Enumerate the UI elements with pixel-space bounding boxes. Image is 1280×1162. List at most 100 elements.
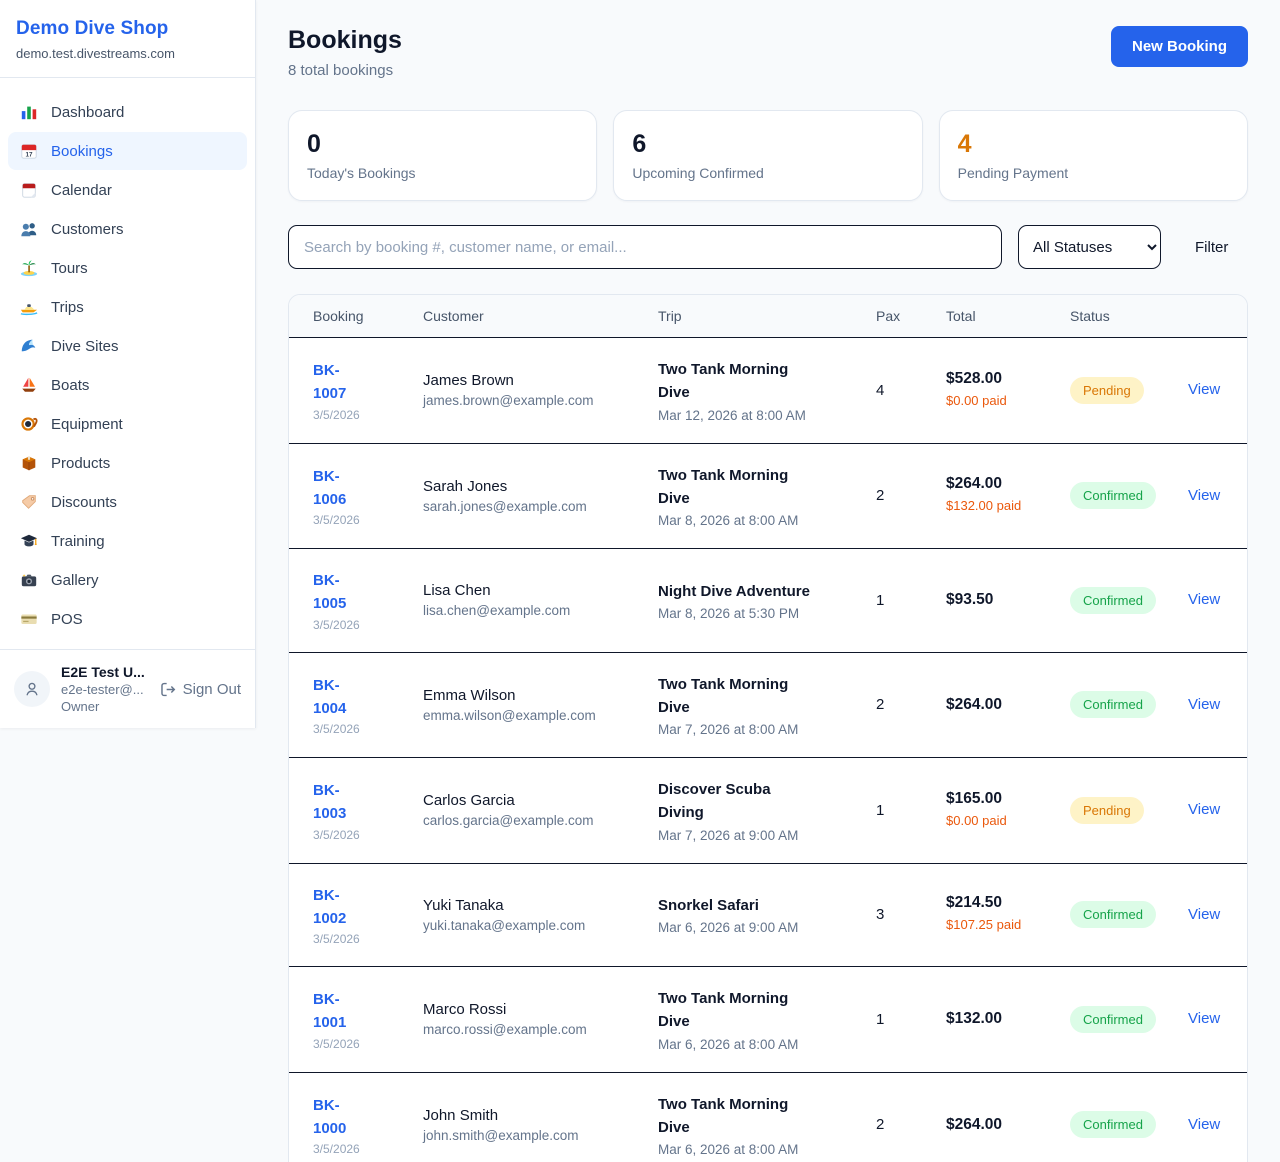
sidebar-item-label: Training xyxy=(51,532,105,550)
stat-card-todays-bookings: 0 Today's Bookings xyxy=(288,110,598,201)
stat-value: 4 xyxy=(957,130,972,158)
sidebar-item-label: Dashboard xyxy=(51,103,125,121)
sidebar-item-label: POS xyxy=(51,610,83,628)
customer-name: Sarah Jones xyxy=(423,477,508,495)
customer-email: emma.wilson@example.com xyxy=(423,707,596,723)
view-link[interactable]: View xyxy=(1188,1115,1221,1133)
status-select[interactable]: All Statuses xyxy=(1018,225,1161,269)
table-row: BK-1004 3/5/2026 Emma Wilson emma.wilson@e… xyxy=(289,653,1247,758)
new-booking-button[interactable]: New Booking xyxy=(1110,26,1248,67)
booking-id-link[interactable]: BK-1005 xyxy=(313,572,347,613)
sidebar-item-bookings[interactable]: 17 Bookings xyxy=(8,132,247,170)
booking-date: 3/5/2026 xyxy=(313,1036,360,1051)
status-badge: Confirmed xyxy=(1070,901,1156,929)
total-amount: $165.00 xyxy=(946,789,1003,807)
pax-count: 2 xyxy=(876,487,885,505)
booking-id-link[interactable]: BK-1006 xyxy=(313,467,347,508)
trip-date: Mar 6, 2026 at 9:00 AM xyxy=(658,920,799,936)
dive-mask-icon xyxy=(20,415,38,433)
trip-date: Mar 12, 2026 at 8:00 AM xyxy=(658,407,806,423)
tag-icon xyxy=(20,493,38,511)
view-link[interactable]: View xyxy=(1188,1010,1221,1028)
view-link[interactable]: View xyxy=(1188,905,1221,923)
view-link[interactable]: View xyxy=(1188,801,1221,819)
status-badge: Pending xyxy=(1070,796,1144,824)
status-badge: Confirmed xyxy=(1070,482,1156,510)
sidebar-item-boats[interactable]: Boats xyxy=(8,366,247,404)
view-link[interactable]: View xyxy=(1188,381,1221,399)
sidebar-item-label: Products xyxy=(51,454,111,472)
customer-email: john.smith@example.com xyxy=(423,1127,579,1143)
view-link[interactable]: View xyxy=(1188,695,1221,713)
customer-email: lisa.chen@example.com xyxy=(423,603,571,619)
customer-name: Yuki Tanaka xyxy=(423,896,504,914)
sidebar-item-pos[interactable]: POS xyxy=(8,600,247,638)
booking-date: 3/5/2026 xyxy=(313,827,360,842)
filter-button[interactable]: Filter xyxy=(1195,238,1229,256)
sign-out-button[interactable]: Sign Out xyxy=(159,681,241,698)
customer-name: James Brown xyxy=(423,372,514,390)
user-name: E2E Test U... xyxy=(61,664,145,680)
page-header: Bookings 8 total bookings New Booking xyxy=(288,26,1248,79)
trip-name: Night Dive Adventure xyxy=(658,582,810,600)
sailboat-icon xyxy=(20,376,38,394)
wave-icon xyxy=(20,337,38,355)
booking-id-link[interactable]: BK-1002 xyxy=(313,886,347,927)
stat-label: Pending Payment xyxy=(957,165,1069,181)
trip-date: Mar 7, 2026 at 9:00 AM xyxy=(658,827,799,843)
booking-date: 3/5/2026 xyxy=(313,617,360,632)
speedboat-icon xyxy=(20,298,38,316)
stat-value: 6 xyxy=(632,130,647,158)
view-link[interactable]: View xyxy=(1188,591,1221,609)
trip-name: Snorkel Safari xyxy=(658,897,759,915)
sidebar-item-training[interactable]: Training xyxy=(8,522,247,560)
package-icon xyxy=(20,454,38,472)
sidebar-item-label: Tours xyxy=(51,259,88,277)
col-header-customer: Customer xyxy=(423,308,484,324)
dashboard-icon xyxy=(20,103,38,121)
booking-id-link[interactable]: BK-1000 xyxy=(313,1096,347,1137)
sidebar-item-dive-sites[interactable]: Dive Sites xyxy=(8,327,247,365)
sidebar-item-tours[interactable]: Tours xyxy=(8,249,247,287)
bookings-table: Booking Customer Trip Pax Total Status B… xyxy=(288,294,1248,1162)
col-header-trip: Trip xyxy=(658,308,682,324)
sidebar-item-customers[interactable]: Customers xyxy=(8,210,247,248)
bookings-calendar-icon: 17 xyxy=(20,142,38,160)
sidebar-item-trips[interactable]: Trips xyxy=(8,288,247,326)
search-input[interactable] xyxy=(288,225,1002,269)
booking-id-link[interactable]: BK-1001 xyxy=(313,991,347,1032)
trip-date: Mar 7, 2026 at 8:00 AM xyxy=(658,722,799,737)
table-row: BK-1001 3/5/2026 Marco Rossi marco.rossi@e… xyxy=(289,967,1247,1073)
customer-email: james.brown@example.com xyxy=(423,393,594,409)
sidebar-item-calendar[interactable]: Calendar xyxy=(8,171,247,209)
stat-label: Upcoming Confirmed xyxy=(632,165,764,181)
sidebar-item-equipment[interactable]: Equipment xyxy=(8,405,247,443)
table-row: BK-1007 3/5/2026 James Brown james.brown@e… xyxy=(289,338,1247,444)
brand-block: Demo Dive Shop demo.test.divestreams.com xyxy=(0,0,255,78)
status-badge: Confirmed xyxy=(1070,691,1156,719)
main-content: Bookings 8 total bookings New Booking 0 … xyxy=(256,0,1280,1162)
sidebar-item-gallery[interactable]: Gallery xyxy=(8,561,247,599)
customer-email: sarah.jones@example.com xyxy=(423,498,587,514)
status-badge: Confirmed xyxy=(1070,586,1156,614)
sidebar-item-label: Equipment xyxy=(51,415,123,433)
brand-domain: demo.test.divestreams.com xyxy=(16,46,175,61)
table-row: BK-1003 3/5/2026 Carlos Garcia carlos.garc… xyxy=(289,758,1247,864)
booking-id-link[interactable]: BK-1007 xyxy=(313,362,347,403)
stats-row: 0 Today's Bookings 6 Upcoming Confirmed … xyxy=(288,110,1248,201)
col-header-total: Total xyxy=(946,308,976,324)
trip-date: Mar 8, 2026 at 5:30 PM xyxy=(658,605,800,621)
booking-id-link[interactable]: BK-1004 xyxy=(313,676,347,717)
credit-card-icon xyxy=(20,610,38,628)
sidebar-item-products[interactable]: Products xyxy=(8,444,247,482)
view-link[interactable]: View xyxy=(1188,486,1221,504)
trip-name: Discover Scuba Diving xyxy=(658,781,771,822)
total-amount: $132.00 xyxy=(946,1010,1003,1028)
booking-id-link[interactable]: BK-1003 xyxy=(313,782,347,823)
sidebar-item-dashboard[interactable]: Dashboard xyxy=(8,93,247,131)
page-subtitle: 8 total bookings xyxy=(288,62,394,79)
sidebar-item-label: Customers xyxy=(51,220,124,238)
sidebar-item-label: Bookings xyxy=(51,142,113,160)
sidebar-item-discounts[interactable]: Discounts xyxy=(8,483,247,521)
